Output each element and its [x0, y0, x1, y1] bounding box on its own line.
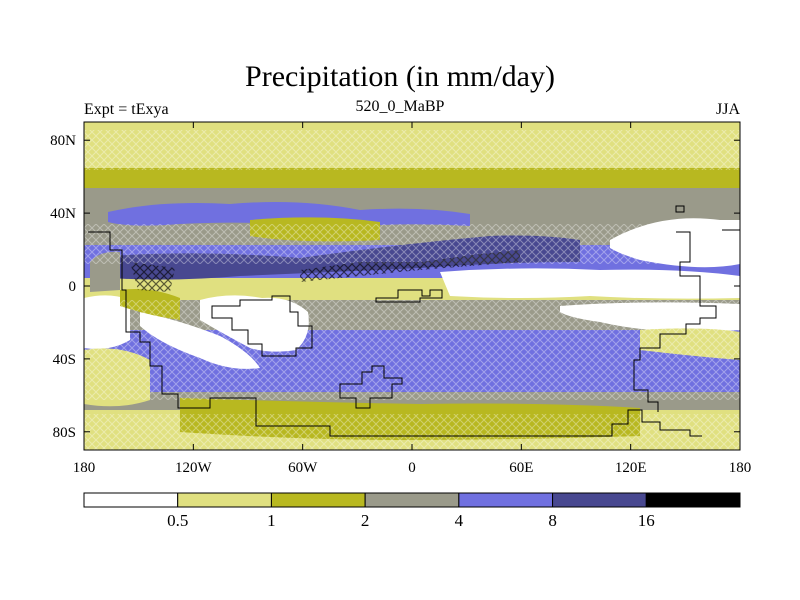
- lon-tick-label: 0: [408, 460, 416, 476]
- colorbar-swatch: [177, 492, 272, 508]
- colorbar-level-label: 0.5: [167, 511, 188, 530]
- lat-tick-label: 80N: [50, 133, 76, 149]
- lat-tick-label: 40N: [50, 206, 76, 222]
- colorbar-swatch: [458, 492, 554, 508]
- region-north-pacific-wet: [108, 202, 470, 228]
- lon-tick-label: 60W: [288, 460, 318, 476]
- coastline-small-island: [675, 205, 685, 213]
- band-60n: [84, 168, 740, 190]
- colorbar-swatch: [552, 492, 647, 508]
- coastline-central-island: [375, 289, 443, 303]
- colorbar-level-label: 1: [267, 511, 276, 530]
- continent-outlines: [88, 205, 740, 437]
- colorbar: 0.5 1 2 4 8 16: [83, 492, 741, 530]
- lon-tick-label: 180: [729, 460, 752, 476]
- colorbar-level-label: 4: [455, 511, 464, 530]
- coastline-west-continent: [88, 231, 702, 437]
- coastline-east-continent: [633, 231, 717, 412]
- colorbar-swatch: [645, 492, 741, 508]
- season-label: JJA: [715, 101, 740, 118]
- lat-tick-label: 0: [69, 279, 77, 295]
- lat-tick-label: 40S: [53, 352, 76, 368]
- lon-tick-label: 120W: [175, 460, 213, 476]
- colorbar-swatch: [83, 492, 179, 508]
- lon-tick-label: 120E: [615, 460, 647, 476]
- longitude-ticks: 180 120W 60W 0 60E 120E 180: [73, 122, 752, 476]
- latitude-ticks: 80N 40N 0 40S 80S: [50, 133, 740, 441]
- colorbar-swatch: [270, 492, 366, 508]
- colorbar-level-label: 8: [548, 511, 557, 530]
- precipitation-field: [84, 122, 740, 450]
- experiment-label: Expt = tExya: [84, 101, 169, 118]
- dry-region-equatorial-east: [440, 268, 740, 299]
- coastline-south-continent: [211, 295, 313, 357]
- coastline-southern-islands: [339, 365, 403, 409]
- lon-tick-label: 180: [73, 460, 96, 476]
- colorbar-swatch: [364, 492, 460, 508]
- period-label: 520_0_MaBP: [355, 98, 445, 115]
- colorbar-level-label: 2: [361, 511, 370, 530]
- lat-tick-label: 80S: [53, 425, 76, 441]
- plot-title: Precipitation (in mm/day): [245, 60, 555, 93]
- lon-tick-label: 60E: [509, 460, 533, 476]
- colorbar-level-label: 16: [638, 511, 655, 530]
